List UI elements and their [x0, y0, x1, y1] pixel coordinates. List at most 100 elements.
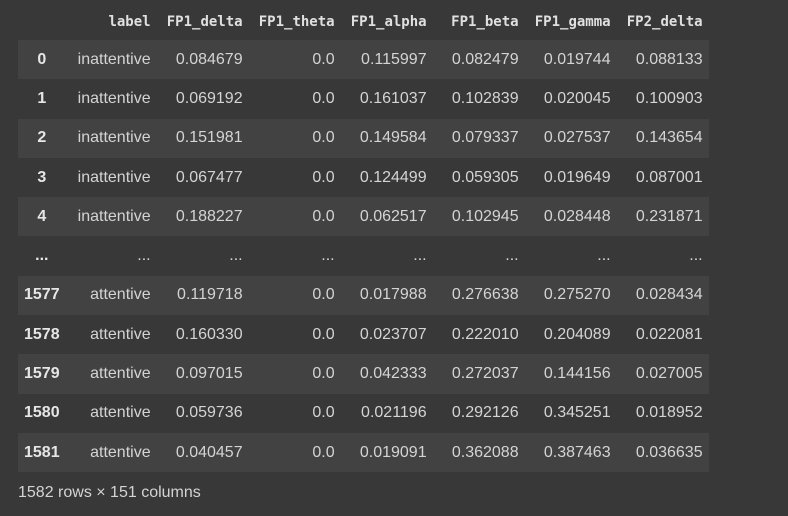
value-cell: 0.017988	[359, 286, 427, 304]
table-row: 4 inattentive 0.188227 0.0 0.062517 0.102945 0…	[18, 197, 709, 237]
row-index: ...	[35, 247, 49, 265]
value-cell: 0.272037	[451, 365, 519, 383]
value-cell: 0.0	[312, 404, 335, 422]
value-cell: 0.0	[312, 443, 335, 461]
value-cell: 0.276638	[451, 286, 519, 304]
row-index: 1	[37, 89, 47, 107]
value-cell: 0.036635	[635, 443, 703, 461]
table-row: 1 inattentive 0.069192 0.0 0.161037 0.102839 0…	[18, 79, 709, 119]
value-cell: 0.102945	[451, 207, 519, 225]
value-cell: 0.019744	[543, 50, 611, 68]
value-cell: 0.042333	[359, 365, 427, 383]
table-row: 1579 attentive 0.097015 0.0 0.042333 0.272037…	[18, 354, 709, 394]
value-cell: 0.059305	[451, 168, 519, 186]
value-cell: 0.0	[312, 325, 335, 343]
label-cell: attentive	[90, 404, 151, 422]
value-cell: ...	[597, 247, 611, 265]
value-cell: ...	[321, 247, 335, 265]
value-cell: 0.292126	[451, 404, 519, 422]
value-cell: 0.028434	[635, 286, 703, 304]
value-cell: 0.160330	[175, 325, 243, 343]
table-summary: 1582 rows × 151 columns	[18, 484, 201, 501]
value-cell: 0.021196	[361, 404, 427, 422]
value-cell: 0.0	[312, 89, 335, 107]
value-cell: 0.0	[312, 50, 335, 68]
value-cell: ...	[689, 247, 703, 265]
value-cell: 0.151981	[175, 129, 243, 147]
value-cell: 0.222010	[451, 325, 519, 343]
value-cell: 0.143654	[635, 129, 703, 147]
column-header: FP1_beta	[451, 14, 519, 30]
label-cell: inattentive	[77, 50, 151, 68]
value-cell: 0.0	[312, 365, 335, 383]
table-row: 2 inattentive 0.151981 0.0 0.149584 0.079337 0…	[18, 118, 709, 158]
value-cell: 0.022081	[635, 325, 703, 343]
value-cell: 0.275270	[543, 286, 611, 304]
column-header: FP1_gamma	[534, 14, 611, 30]
row-index: 1580	[24, 404, 60, 422]
value-cell: 0.027537	[543, 129, 611, 147]
label-cell: attentive	[90, 365, 151, 383]
column-header: FP1_delta	[166, 14, 243, 30]
value-cell: 0.204089	[543, 325, 611, 343]
row-index: 1579	[24, 365, 60, 383]
value-cell: 0.124499	[359, 168, 427, 186]
label-cell: inattentive	[77, 207, 151, 225]
value-cell: 0.149584	[359, 129, 427, 147]
value-cell: 0.059736	[175, 404, 243, 422]
value-cell: 0.119718	[177, 286, 243, 304]
label-cell: inattentive	[77, 129, 151, 147]
value-cell: 0.020045	[543, 89, 611, 107]
value-cell: 0.115997	[361, 50, 427, 68]
value-cell: 0.069192	[175, 89, 243, 107]
value-cell: 0.019091	[359, 443, 427, 461]
row-index: 2	[37, 129, 47, 147]
label-cell: attentive	[90, 286, 151, 304]
value-cell: 0.079337	[451, 129, 519, 147]
value-cell: 0.362088	[451, 443, 519, 461]
column-header: FP1_alpha	[350, 14, 427, 30]
table-row: 1577 attentive 0.119718 0.0 0.017988 0.276638…	[18, 275, 709, 316]
column-header: FP2_delta	[626, 14, 703, 30]
label-cell: ...	[137, 247, 151, 265]
value-cell: 0.062517	[359, 207, 427, 225]
table-row: 1580 attentive 0.059736 0.0 0.021196 0.292126…	[18, 393, 709, 433]
value-cell: 0.097015	[175, 365, 243, 383]
label-cell: inattentive	[77, 89, 151, 107]
table-body: 0 inattentive 0.084679 0.0 0.115997 0.082479 0…	[18, 40, 709, 473]
value-cell: 0.0	[312, 168, 335, 186]
value-cell: 0.102839	[451, 89, 519, 107]
header-row: label FP1_delta FP1_theta FP1_alpha FP1_beta…	[18, 4, 709, 40]
column-header: FP1_theta	[258, 14, 335, 30]
value-cell: 0.387463	[543, 443, 611, 461]
row-index: 1581	[24, 443, 60, 461]
value-cell: ...	[413, 247, 427, 265]
value-cell: 0.040457	[175, 443, 243, 461]
label-cell: attentive	[90, 325, 151, 343]
index-header	[18, 4, 66, 40]
value-cell: 0.027005	[635, 365, 703, 383]
value-cell: 0.0	[312, 129, 335, 147]
dataframe-table: label FP1_delta FP1_theta FP1_alpha FP1_beta…	[18, 4, 709, 473]
value-cell: 0.161037	[359, 89, 427, 107]
value-cell: 0.082479	[451, 50, 519, 68]
table-row: 3 inattentive 0.067477 0.0 0.124499 0.059305 0…	[18, 157, 709, 198]
value-cell: 0.088133	[635, 50, 703, 68]
table-row: ........................	[18, 236, 709, 276]
table-row: 0 inattentive 0.084679 0.0 0.115997 0.082479 0…	[18, 40, 709, 80]
row-index: 0	[37, 50, 47, 68]
table-row: 1581 attentive 0.040457 0.0 0.019091 0.362088…	[18, 432, 709, 473]
row-index: 1577	[24, 286, 60, 304]
value-cell: 0.0	[312, 207, 335, 225]
value-cell: 0.345251	[543, 404, 611, 422]
value-cell: 0.0	[312, 286, 335, 304]
value-cell: ...	[229, 247, 243, 265]
row-index: 3	[37, 168, 47, 186]
value-cell: 0.144156	[543, 365, 611, 383]
value-cell: 0.231871	[635, 207, 703, 225]
value-cell: ...	[505, 247, 519, 265]
value-cell: 0.018952	[635, 404, 703, 422]
value-cell: 0.188227	[175, 207, 243, 225]
value-cell: 0.019649	[543, 168, 611, 186]
